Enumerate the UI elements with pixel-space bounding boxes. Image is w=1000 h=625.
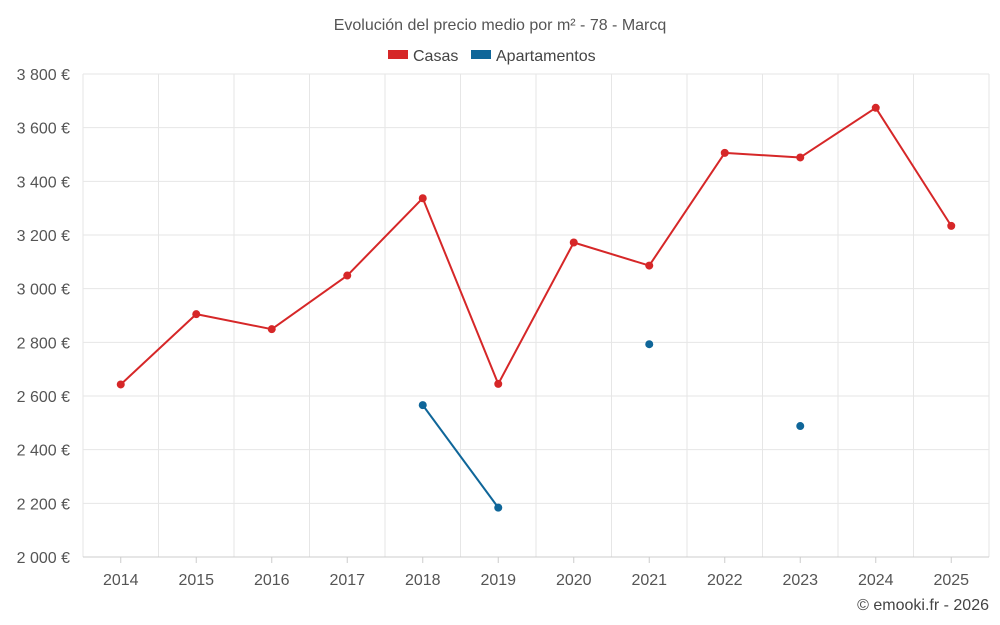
axis-layer	[83, 556, 989, 563]
y-tick-label: 3 000 €	[17, 282, 70, 299]
data-point-apartamentos-2018[interactable]	[418, 401, 427, 410]
chart-legend[interactable]: Casas Apartamentos	[388, 48, 596, 65]
x-tick-label: 2020	[556, 572, 592, 589]
data-point-casas-2022[interactable]	[720, 148, 729, 157]
y-tick-label: 3 600 €	[17, 121, 70, 138]
data-point-casas-2021[interactable]	[645, 261, 654, 270]
y-tick-label: 3 200 €	[17, 228, 70, 245]
x-tick-label: 2021	[631, 572, 667, 589]
series-casas	[116, 103, 956, 389]
x-tick-label: 2018	[405, 572, 441, 589]
y-tick-label: 3 400 €	[17, 174, 70, 191]
series-apartamentos	[418, 340, 805, 512]
series-line-casas	[120, 106, 953, 386]
data-point-apartamentos-2019[interactable]	[494, 503, 503, 512]
data-point-apartamentos-2021[interactable]	[645, 340, 654, 349]
x-tick-label: 2025	[933, 572, 969, 589]
data-point-casas-2019[interactable]	[494, 379, 503, 388]
data-point-casas-2016[interactable]	[267, 325, 276, 334]
data-point-casas-2023[interactable]	[796, 153, 805, 162]
series-layer	[116, 103, 956, 512]
data-point-casas-2024[interactable]	[871, 103, 880, 112]
x-tick-label: 2023	[782, 572, 818, 589]
legend-label-casas[interactable]: Casas	[413, 48, 458, 65]
legend-label-apartamentos[interactable]: Apartamentos	[496, 48, 596, 65]
x-tick-label: 2022	[707, 572, 743, 589]
x-axis-tick-labels: 2014 2015 2016 2017 2018 2019 2020 2021 2022 2023…	[103, 572, 969, 589]
chart-title: Evolución del precio medio por m² - 78 -…	[334, 17, 667, 34]
x-tick-label: 2016	[254, 572, 290, 589]
data-point-casas-2018[interactable]	[418, 194, 427, 203]
data-point-casas-2015[interactable]	[192, 310, 201, 319]
data-point-casas-2025[interactable]	[947, 221, 956, 230]
y-tick-label: 2 000 €	[17, 550, 70, 567]
series-line-apartamentos	[421, 404, 500, 509]
data-point-casas-2017[interactable]	[343, 271, 352, 280]
y-axis-tick-labels: 2 000 € 2 200 € 2 400 € 2 600 € 2 800 € 3 000…	[17, 67, 70, 567]
legend-swatch-casas[interactable]	[388, 50, 408, 59]
y-tick-label: 2 200 €	[17, 496, 70, 513]
grid-layer	[82, 73, 990, 557]
y-tick-label: 2 400 €	[17, 443, 70, 460]
y-tick-label: 2 800 €	[17, 335, 70, 352]
y-tick-label: 2 600 €	[17, 389, 70, 406]
x-tick-label: 2019	[480, 572, 516, 589]
legend-swatch-apartamentos[interactable]	[471, 50, 491, 59]
x-tick-label: 2014	[103, 572, 139, 589]
x-tick-label: 2015	[178, 572, 214, 589]
data-point-casas-2014[interactable]	[116, 380, 125, 389]
x-tick-label: 2024	[858, 572, 894, 589]
data-point-casas-2020[interactable]	[569, 238, 578, 247]
y-tick-label: 3 800 €	[17, 67, 70, 84]
data-point-apartamentos-2023[interactable]	[796, 422, 805, 431]
x-tick-label: 2017	[329, 572, 365, 589]
credit-text: © emooki.fr - 2026	[857, 597, 989, 614]
